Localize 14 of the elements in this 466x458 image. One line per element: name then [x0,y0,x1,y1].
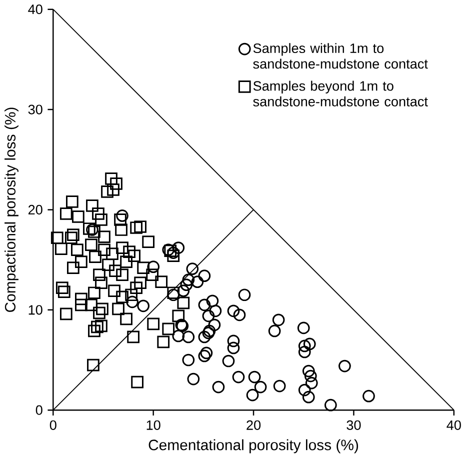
y-tick-label: 40 [28,4,42,14]
legend-label: Samples beyond 1m to sandstone-mudstone contact [253,80,428,107]
y-tick-label: 20 [28,205,42,215]
x-tick-label: 30 [346,420,361,430]
y-axis-title: Compactional porosity loss (%) [4,108,18,312]
x-tick-label: 10 [146,420,160,430]
x-axis-title: Cementational porosity loss (%) [148,439,358,454]
x-tick-label: 40 [446,420,461,430]
legend-label: Samples within 1m to sandstone-mudstone contact [253,43,428,69]
x-tick-label: 20 [246,420,261,430]
y-tick-label: 10 [28,305,42,315]
x-tick-label: 0 [50,420,56,430]
y-tick-label: 0 [36,405,42,416]
y-tick-label: 30 [28,104,42,114]
